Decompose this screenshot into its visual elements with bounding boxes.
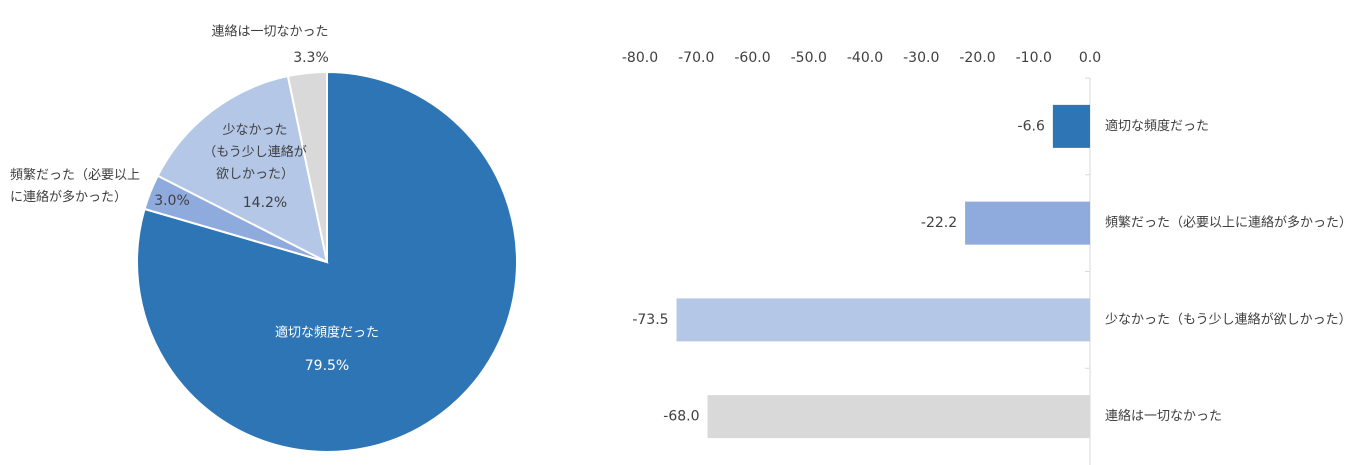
x-tick-label: -30.0 [903, 50, 939, 66]
value-label: -6.6 [1018, 118, 1045, 134]
category-label: 少なかった（もう少し連絡が欲しかった） [1105, 311, 1352, 327]
x-tick-label: -70.0 [678, 50, 714, 66]
bar [707, 395, 1090, 439]
category-label: 連絡は一切なかった [211, 24, 328, 40]
x-tick-label: 0.0 [1079, 50, 1101, 66]
value-label: 3.0% [154, 193, 190, 209]
value-label: 14.2% [243, 195, 287, 211]
value-label: -68.0 [663, 409, 699, 425]
value-label: 79.5% [305, 358, 349, 374]
bar [676, 298, 1090, 342]
bar [965, 201, 1090, 245]
value-label: -22.2 [921, 215, 957, 231]
value-label: -73.5 [632, 312, 668, 328]
x-tick-label: -80.0 [622, 50, 658, 66]
category-label: 頻繁だった（必要以上に連絡が多かった） [1105, 215, 1352, 231]
value-label: 3.3% [293, 50, 329, 66]
x-tick-label: -50.0 [791, 50, 827, 66]
category-label: 適切な頻度だった [275, 325, 379, 341]
x-tick-label: -20.0 [959, 50, 995, 66]
category-label: 頻繁だった（必要以上に連絡が多かった） [10, 167, 140, 205]
category-label: 少なかった（もう少し連絡が欲しかった） [203, 123, 307, 182]
bar [1052, 104, 1090, 148]
x-tick-label: -10.0 [1016, 50, 1052, 66]
category-label: 連絡は一切なかった [1105, 408, 1222, 424]
pie-slice [286, 70, 328, 263]
pie-slice [156, 74, 329, 264]
category-label: 適切な頻度だった [1105, 118, 1209, 134]
x-tick-label: -40.0 [847, 50, 883, 66]
x-tick-label: -60.0 [734, 50, 770, 66]
